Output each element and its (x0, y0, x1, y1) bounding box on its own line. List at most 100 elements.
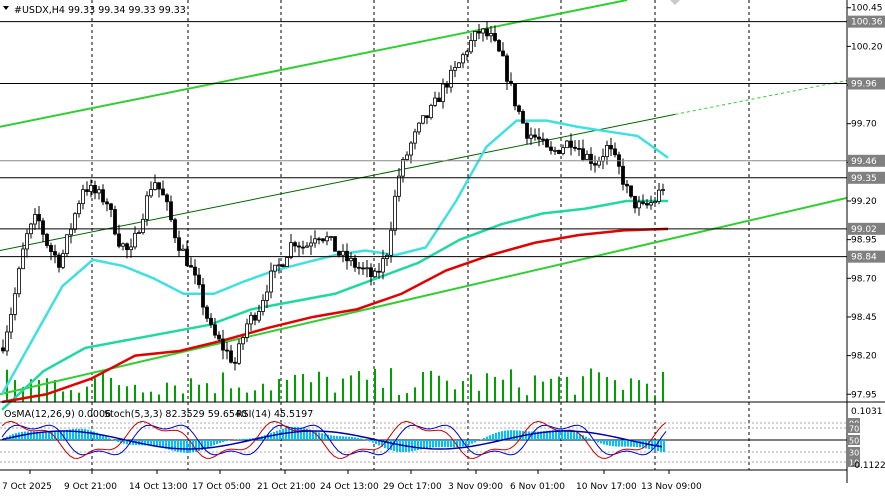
candle-body (429, 104, 433, 119)
channel-mid-line (0, 113, 676, 251)
candle-body (469, 40, 473, 53)
moving-averages (0, 119, 669, 411)
candle-body (37, 214, 41, 222)
oscillator-level-label: 30 (849, 449, 859, 458)
candle-body (273, 264, 277, 272)
candle-body (169, 201, 173, 221)
candle-body (501, 50, 505, 57)
candle-body (341, 250, 345, 256)
candle-body (321, 238, 325, 242)
price-tick-label: 100.45 (851, 4, 883, 14)
candle-body (129, 246, 133, 251)
rsi-label: RSI(14) 45.5197 (236, 409, 313, 420)
candle-body (493, 32, 497, 41)
candle-body (277, 264, 281, 267)
candle-body (393, 195, 397, 231)
candle-body (529, 134, 533, 139)
candle-body (133, 232, 137, 248)
candle-body (89, 185, 93, 192)
time-axis: 7 Oct 2025 9 Oct 21:00 14 Oct 13:00 17 Oct … (2, 470, 702, 492)
candle-body (645, 203, 649, 206)
candle-body (309, 242, 313, 247)
candle-body (73, 213, 77, 230)
candle-body (361, 267, 365, 270)
oscillator-level-label: 70 (849, 425, 859, 434)
candle-body (521, 111, 525, 124)
time-tick-label: 7 Oct 2025 (2, 482, 52, 492)
candle-body (417, 122, 421, 133)
candle-body (217, 334, 221, 340)
candle-body (525, 122, 529, 139)
candle-body (205, 306, 209, 319)
candle-body (161, 188, 165, 196)
indicator-axis: 0.1031 -0.1122 (851, 407, 885, 471)
time-tick-label: 10 Nov 17:00 (576, 482, 637, 492)
candle-body (5, 331, 9, 352)
candle-body (453, 67, 457, 71)
candle-body (41, 220, 45, 235)
candle-body (213, 324, 217, 336)
candle-body (145, 195, 149, 220)
time-tick-label: 3 Nov 09:00 (448, 482, 503, 492)
symbol-dropdown-icon[interactable] (3, 6, 9, 10)
candle-body (489, 32, 493, 37)
price-tick-label: 98.20 (851, 352, 877, 362)
candle-body (613, 148, 617, 156)
candle-body (209, 317, 213, 326)
candle-body (49, 245, 53, 252)
candle-body (141, 218, 145, 233)
candle-body (61, 253, 65, 268)
candle-body (77, 203, 81, 215)
candle-body (33, 214, 37, 225)
candle-body (517, 105, 521, 112)
candle-body (477, 31, 481, 34)
candle-body (197, 274, 201, 286)
candle-body (293, 242, 297, 247)
candle-body (265, 291, 269, 301)
candle-body (569, 140, 573, 148)
candle-body (409, 142, 413, 156)
candle-body (413, 131, 417, 144)
candle-body (337, 250, 341, 256)
price-label: 98.84 (851, 253, 877, 263)
scroll-marker-icon (670, 0, 680, 5)
candle-body (193, 266, 197, 276)
candle-body (597, 160, 601, 166)
candle-body (109, 203, 113, 210)
candle-body (397, 175, 401, 197)
candle-body (421, 115, 425, 124)
candle-body (401, 159, 405, 177)
price-label-box (848, 171, 885, 184)
candle-body (249, 314, 253, 325)
price-levels (0, 21, 847, 258)
candle-body (245, 323, 249, 338)
candle-body (537, 136, 541, 140)
candle-body (117, 233, 121, 247)
candle-body (629, 185, 633, 197)
time-tick-label: 13 Nov 09:00 (641, 482, 702, 492)
candle-body (233, 361, 237, 364)
candle-body (113, 209, 117, 235)
candle-body (533, 134, 537, 138)
time-tick-label: 21 Oct 21:00 (257, 482, 316, 492)
candle-body (225, 349, 229, 352)
candle-body (377, 270, 381, 273)
candle-body (137, 232, 141, 234)
candle-body (9, 314, 13, 333)
candle-body (345, 250, 349, 262)
candle-body (497, 40, 501, 52)
candle-body (365, 267, 369, 270)
candle-body (553, 149, 557, 152)
indicator-panel: 9070503010 (0, 418, 860, 468)
oscillator-level-box (848, 435, 860, 445)
osma-min-label: -0.1122 (851, 461, 885, 471)
candle-body (369, 267, 373, 278)
oscillator-level-box (848, 457, 860, 467)
candle-body (165, 194, 169, 203)
candle-body (609, 145, 613, 150)
candle-body (433, 97, 437, 106)
oscillator-level-label: 10 (849, 459, 859, 468)
price-tick-label: 99.70 (851, 120, 877, 130)
candle-body (221, 338, 225, 351)
